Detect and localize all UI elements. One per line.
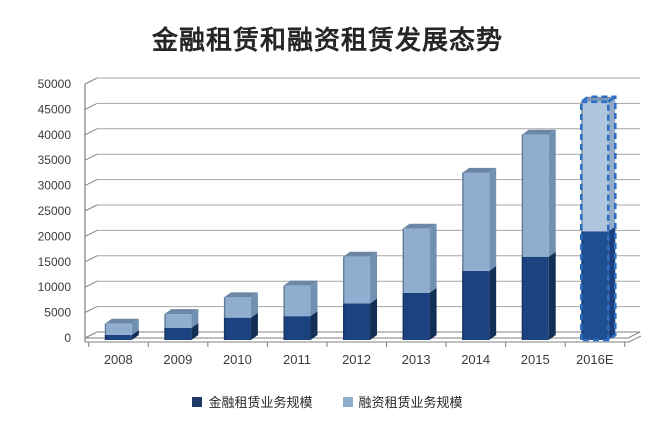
- gridline-connector: [84, 128, 98, 136]
- x-axis-category-label: 2012: [342, 352, 371, 367]
- y-axis-tick-label: 40000: [38, 128, 72, 142]
- bar-segment-financial-2013: [402, 292, 430, 340]
- bar-side-light-2008: [131, 318, 139, 335]
- estimate-dashed-outline: [579, 95, 617, 342]
- x-axis-category-label: 2009: [163, 352, 192, 367]
- bar-segment-financial-2011: [283, 316, 311, 340]
- bar-side-dark-2013: [429, 287, 437, 340]
- y-axis-tick-label: 0: [64, 331, 71, 345]
- gridline-connector: [84, 306, 98, 314]
- bar-side-light-2012: [370, 251, 378, 304]
- floor-right-slant-outer: [628, 335, 642, 343]
- legend-item-finance-leasing: 融资租赁业务规模: [342, 392, 463, 411]
- bar-side-light-2010: [250, 292, 258, 318]
- bar-side-dark-2014: [489, 265, 497, 340]
- y-axis-tick-label: 5000: [44, 306, 71, 320]
- bar-side-light-2015: [548, 129, 556, 257]
- bar-side-dark-2009: [191, 322, 199, 340]
- bar-segment-finance-2015: [521, 134, 549, 257]
- bar-side-light-2016E: [608, 96, 616, 232]
- bar-side-light-2011: [310, 280, 318, 317]
- legend-label: 金融租赁业务规模: [208, 395, 313, 410]
- bar-top-2012: [343, 251, 378, 257]
- floor-right-slant: [627, 331, 641, 339]
- bar-top-2011: [283, 280, 318, 286]
- bar-side-dark-2008: [131, 329, 139, 340]
- bar-segment-financial-2014: [462, 270, 490, 340]
- legend-item-financial-leasing: 金融租赁业务规模: [192, 392, 313, 411]
- x-axis-category-label: 2016E: [576, 352, 614, 367]
- bar-segment-financial-2010: [223, 317, 251, 340]
- bar-segment-financial-2008: [104, 334, 132, 340]
- gridline-connector: [84, 77, 98, 85]
- gridline-connector: [84, 331, 98, 339]
- bar-segment-finance-2011: [283, 285, 311, 317]
- chart-legend: 金融租赁业务规模 融资租赁业务规模: [0, 392, 655, 411]
- y-axis-tick-label: 30000: [38, 179, 72, 193]
- x-axis-category-label: 2008: [104, 352, 133, 367]
- x-axis-category-label: 2011: [283, 352, 311, 367]
- x-axis-category-label: 2014: [461, 352, 490, 367]
- y-axis-tick-label: 35000: [38, 153, 72, 167]
- bar-segment-financial-2016E: [581, 231, 609, 340]
- gridline-connector: [84, 102, 98, 110]
- bar-side-dark-2011: [310, 311, 318, 340]
- x-axis-category-label: 2010: [223, 352, 252, 367]
- bar-side-light-2014: [489, 167, 497, 271]
- bar-top-2015: [521, 129, 556, 135]
- y-axis-tick-label: 15000: [38, 255, 72, 269]
- bar-side-light-2009: [191, 309, 199, 328]
- bar-top-2013: [402, 223, 437, 229]
- legend-swatch-dark-blue: [192, 396, 203, 407]
- bar-segment-finance-2009: [164, 314, 192, 328]
- bar-side-dark-2016E: [608, 226, 616, 340]
- bar-segment-finance-2013: [402, 228, 430, 293]
- bar-top-2010: [223, 292, 258, 298]
- y-axis-tick-label: 20000: [38, 229, 72, 243]
- legend-swatch-light-blue: [342, 396, 353, 407]
- bar-segment-financial-2009: [164, 327, 192, 340]
- x-axis-category-label: 2013: [402, 352, 431, 367]
- bar-top-2009: [164, 309, 199, 315]
- bar-segment-financial-2015: [521, 256, 549, 340]
- bar-side-dark-2015: [548, 251, 556, 340]
- bar-segment-finance-2014: [462, 172, 490, 271]
- y-axis-tick-label: 50000: [38, 77, 72, 91]
- x-axis-category-label: 2015: [521, 352, 550, 367]
- bar-segment-finance-2012: [343, 256, 371, 304]
- bar-segment-finance-2010: [223, 297, 251, 318]
- bar-top-2014: [462, 167, 497, 173]
- gridline-connector: [84, 179, 98, 187]
- gridline-connector: [84, 255, 98, 263]
- bar-side-light-2013: [429, 223, 437, 293]
- bar-segment-financial-2012: [343, 303, 371, 340]
- chart-title: 金融租赁和融资租赁发展态势: [151, 25, 503, 55]
- bar-side-dark-2010: [250, 312, 258, 340]
- gridline-connector: [84, 153, 98, 161]
- gridline-connector: [84, 229, 98, 237]
- bar-segment-finance-2008: [104, 323, 132, 335]
- bar-segment-finance-2016E: [581, 101, 609, 232]
- y-axis-tick-label: 45000: [38, 102, 72, 116]
- gridline-connector: [84, 204, 98, 212]
- bar-top-2008: [104, 318, 139, 324]
- y-axis-tick-label: 25000: [38, 204, 72, 218]
- bar-side-dark-2012: [370, 298, 378, 340]
- y-axis-tick-label: 10000: [38, 280, 72, 294]
- legend-label: 融资租赁业务规模: [358, 395, 463, 410]
- gridline-connector: [84, 280, 98, 288]
